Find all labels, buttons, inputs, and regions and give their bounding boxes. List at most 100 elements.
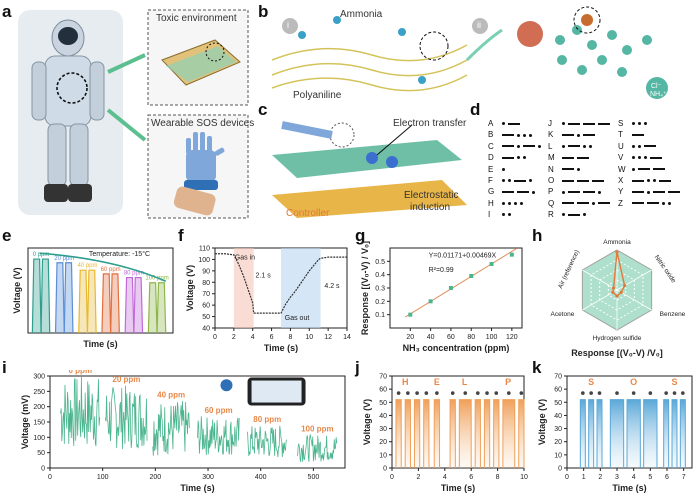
letter-label: L	[462, 377, 468, 387]
x-tick-label: 60	[447, 334, 455, 341]
pulse-marker	[648, 391, 653, 395]
morse-row-a: A	[488, 118, 544, 129]
x-axis-label: NH₃ concentration (ppm)	[403, 343, 510, 353]
pulse	[609, 399, 625, 468]
y-tick-label: 0	[558, 466, 562, 473]
pulse-5-0	[147, 282, 158, 334]
y-tick-label: 60	[202, 303, 210, 310]
morse-row-j: J	[548, 118, 613, 129]
morse-dash	[632, 191, 644, 194]
y-tick-label: 40	[379, 413, 387, 420]
trend-arrow	[39, 252, 167, 282]
fit-equation: Y=0.01171+0.00469X	[429, 252, 497, 259]
x-tick-label: 4	[443, 474, 447, 481]
radar-axis-label: Benzene	[660, 311, 686, 318]
morse-letter: C	[488, 141, 494, 151]
y-tick-label: 0.1	[375, 312, 385, 319]
x-tick-label: 80	[467, 334, 475, 341]
y-tick-label: 0	[41, 466, 45, 473]
chart-f: 0 2 4 6 8 10 12 14 40 50 60 70 80 90 100 110 Time (s) Vol…	[185, 246, 351, 354]
chart-j: 0 2 4 6 8 10 0 10 20 30 40 50 60 70 Time (s) Voltage (V…	[362, 374, 528, 494]
radar-title: Response [(V₀-V) /V₀]	[571, 348, 663, 358]
morse-row-r: R	[548, 209, 613, 220]
morse-row-v: V	[618, 152, 683, 163]
morse-dash	[577, 179, 589, 182]
x-tick-label: 0	[565, 474, 569, 481]
morse-dash	[583, 122, 595, 125]
y-tick-label: 0.5	[375, 259, 385, 266]
pulse	[671, 399, 678, 468]
morse-dot	[514, 201, 517, 205]
pulse	[626, 399, 641, 468]
morse-letter: V	[618, 153, 624, 163]
morse-dash	[568, 191, 580, 194]
y-tick-label: 0.3	[375, 286, 385, 293]
morse-letter: Z	[618, 198, 623, 208]
arrow-to-wearable	[106, 108, 147, 142]
morse-dash	[577, 202, 589, 205]
pulse	[413, 399, 421, 468]
morse-letter: J	[548, 119, 552, 128]
series-label: 40 ppm	[77, 263, 97, 269]
device-highlight-circle	[56, 72, 88, 104]
x-tick-label: 14	[343, 334, 351, 341]
morse-dash	[583, 134, 595, 137]
morse-dot	[502, 167, 505, 171]
molecular-structure	[517, 6, 668, 99]
ammonia-label: Ammonia	[340, 9, 383, 20]
y-tick-label: 0	[383, 466, 387, 473]
wristband	[184, 180, 218, 190]
morse-dot	[508, 201, 511, 205]
bluetooth-icon	[220, 379, 233, 392]
pulse-0-1	[40, 258, 51, 334]
morse-dot	[517, 156, 520, 160]
radar-axis-label: Ammonia	[603, 239, 631, 246]
radar-point	[615, 250, 619, 254]
morse-row-b: B	[488, 129, 544, 140]
pulse-marker	[519, 391, 524, 395]
x-axis-label: Time (s)	[441, 483, 475, 493]
pulse-marker	[435, 391, 439, 395]
gas-in-region	[233, 248, 254, 328]
x-tick-label: 7	[682, 474, 686, 481]
x-tick-label: 4	[251, 334, 255, 341]
y-axis-label: Voltage (V)	[185, 265, 195, 311]
x-tick-label: 6	[270, 334, 274, 341]
morse-letter: G	[488, 187, 495, 197]
morse-letter: O	[548, 175, 555, 185]
letter-label: P	[505, 377, 511, 387]
polyaniline-chain	[271, 44, 468, 92]
morse-row-s: S	[618, 118, 683, 129]
morse-dash	[650, 156, 662, 159]
y-axis-label: Voltage (V)	[362, 399, 372, 445]
morse-dot	[668, 201, 671, 205]
pulse-marker	[494, 391, 499, 395]
morse-letter: R	[548, 210, 554, 220]
x-tick-label: 0	[213, 334, 217, 341]
morse-letter: X	[618, 175, 624, 185]
x-axis-label: Time (s)	[264, 343, 298, 353]
y-tick-label: 40	[202, 326, 210, 333]
panel-a-illustration	[18, 9, 249, 219]
panel-label-d: d	[470, 100, 481, 119]
morse-dash	[562, 179, 574, 182]
y-tick-label: 100	[198, 257, 210, 264]
x-tick-label: 120	[506, 334, 518, 341]
data-point	[408, 312, 413, 317]
morse-dash	[638, 168, 650, 171]
panel-label-k: k	[532, 358, 542, 377]
y-tick-label: 110	[199, 246, 210, 253]
y-axis-label: Voltage (V)	[537, 399, 547, 445]
morse-dot	[523, 133, 526, 137]
pulse-marker	[681, 391, 685, 395]
x-tick-label: 200	[150, 474, 162, 481]
x-axis-label: Time (s)	[180, 483, 214, 493]
panel-label-i: i	[2, 358, 7, 377]
x-tick-label: 20	[406, 334, 414, 341]
morse-dot	[638, 144, 641, 148]
pulse-marker	[406, 391, 410, 395]
morse-dot	[562, 190, 565, 194]
morse-dot	[562, 122, 565, 126]
y-tick-label: 30	[379, 426, 387, 433]
x-tick-label: 0	[390, 474, 394, 481]
